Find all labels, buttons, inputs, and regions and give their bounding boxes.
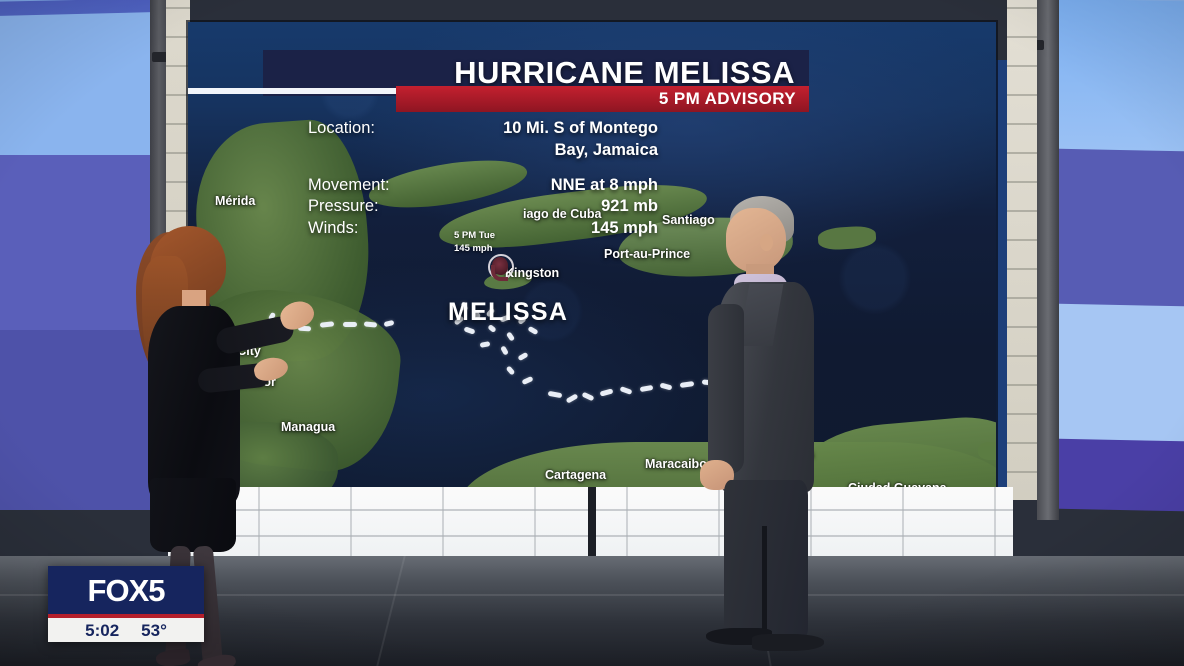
stat-row: Location: 10 Mi. S of Montego [308,118,658,140]
bug-info-bar: 5:02 53° [48,618,204,642]
stat-label: Movement: [308,175,390,194]
hurricane-symbol-icon [488,254,514,281]
news-anchor [696,196,846,651]
landmass-trinidad [978,442,996,460]
weather-video-wall: Mérida...ala Cityan SalvadorManaguaiago … [188,22,996,488]
city-label: Port-au-Prince [604,247,691,261]
stat-label: Winds: [308,219,359,238]
advisory-label: 5 PM ADVISORY [658,89,796,108]
stat-value: 145 mph [591,219,658,238]
city-label: Kingston [505,266,560,280]
stat-row: Winds: 145 mph [308,218,658,240]
tile-wall-base [168,487,1013,561]
city-label: Mérida [215,194,256,208]
stat-label: Pressure: [308,197,379,216]
stat-row: Movement: NNE at 8 mph [308,175,658,197]
stat-value: 921 mb [601,197,658,216]
current-time: 5:02 [85,620,120,640]
storm-stats-panel: Location: 10 Mi. S of Montego Bay, Jamaica… [308,118,658,240]
city-label: Maracaibo [645,457,707,471]
city-label: Managua [281,420,336,434]
stat-row: Pressure: 921 mb [308,196,658,218]
city-label: Ciudad Guayana [848,481,947,488]
stat-label: Location: [308,119,375,137]
current-temperature: 53° [141,620,167,640]
title-white-rule [188,88,396,94]
satellite-map: Mérida...ala Cityan SalvadorManaguaiago … [188,22,996,488]
station-bug: FOX5 5:02 53° [48,566,204,642]
station-logo: FOX5 [48,566,204,614]
left-wall-panels [0,0,152,510]
storm-position-label: 5 PM Tue 145 mph [454,230,495,256]
graphic-title: HURRICANE MELISSA [454,55,795,90]
city-label: Santiago [662,213,715,227]
advisory-band: 5 PM ADVISORY [396,86,809,112]
city-label: Cartagena [545,468,607,482]
right-wall-panels [1059,0,1184,512]
storm-name-on-map: MELISSA [448,298,569,326]
island-dash [343,322,357,327]
station-logo-text: FOX5 [87,572,166,608]
right-tile-column [1007,0,1037,500]
bug-red-rule [48,614,204,618]
storm-marker-wind: 145 mph [454,242,493,254]
storm-marker-time: 5 PM Tue [454,230,495,241]
stat-value-continued: Bay, Jamaica [554,140,658,159]
right-pillar [1037,0,1059,520]
meteorologist [120,226,318,666]
left-pillar-clamp [152,52,168,62]
stat-value: 10 Mi. S of Montego [503,119,658,137]
stat-value: NNE at 8 mph [550,175,658,194]
city-label: iago de Cuba [523,207,602,221]
